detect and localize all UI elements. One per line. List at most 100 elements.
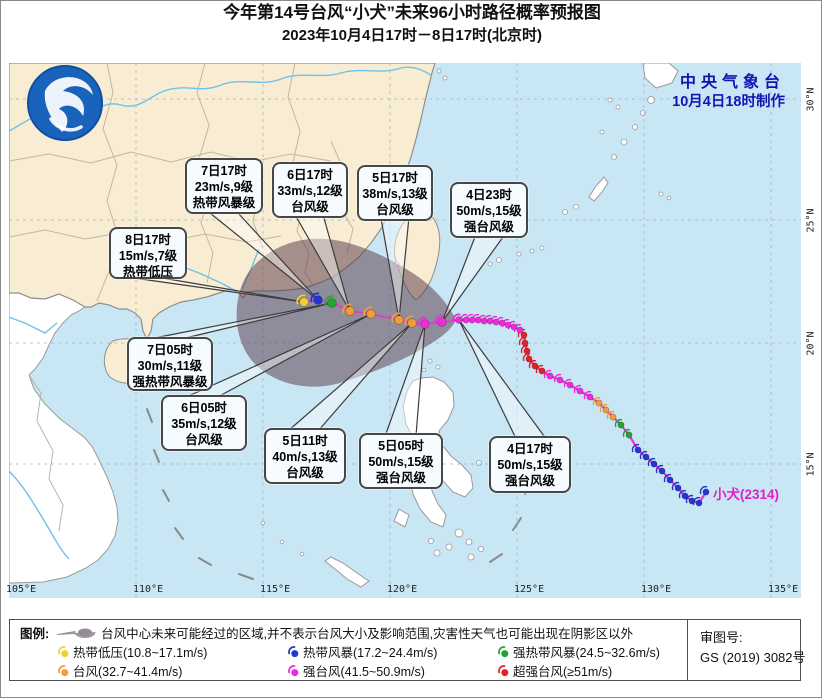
title-block: 今年第14号台风“小犬”未来96小时路径概率预报图 2023年10月4日17时－… xyxy=(1,1,822,47)
typhoon-symbol-tail xyxy=(324,295,334,306)
typhoon-symbol xyxy=(658,467,666,475)
hainan-island xyxy=(103,338,158,384)
typhoon-symbol xyxy=(681,492,689,500)
typhoon-symbol-tail xyxy=(614,418,623,428)
legend-item: 热带风暴(17.2~24.4m/s) xyxy=(288,642,498,661)
typhoon-symbol xyxy=(556,376,564,384)
kyushu-island xyxy=(642,63,679,89)
legend-item-label: 热带低压(10.8~17.1m/s) xyxy=(73,646,208,660)
typhoon-symbol xyxy=(345,306,355,316)
typhoon-symbol-tail xyxy=(296,294,306,305)
typhoon-symbol-tail xyxy=(631,443,640,453)
typhoon-symbol xyxy=(666,476,674,484)
legend-item-label: 强热带风暴(24.5~32.6m/s) xyxy=(513,646,660,660)
legend-item-label: 热带风暴(17.2~24.4m/s) xyxy=(303,646,438,660)
legend-item: 台风(32.7~41.4m/s) xyxy=(58,661,288,680)
legend-box: 图例: 台风中心未来可能经过的区域,并不表示台风大小及影响范围,灾害性天气也可能… xyxy=(9,619,806,681)
typhoon-symbol xyxy=(299,297,309,307)
typhoon-symbol-tail xyxy=(310,292,320,303)
typhoon-symbol xyxy=(546,372,554,380)
typhoon-symbol xyxy=(394,315,404,325)
legend-item-label: 超强台风(≥51m/s) xyxy=(513,665,613,679)
typhoon-symbol xyxy=(407,318,417,328)
typhoon-symbol xyxy=(462,316,470,324)
typhoon-symbol xyxy=(625,431,633,439)
typhoon-symbol-tail xyxy=(692,496,701,506)
legend-typhoon-icon xyxy=(498,664,509,676)
legend-item: 强热带风暴(24.5~32.6m/s) xyxy=(498,642,687,661)
lat-tick-label: 25°N xyxy=(805,207,817,233)
typhoon-symbol xyxy=(609,413,617,421)
typhoon-symbol-tail xyxy=(573,384,582,394)
typhoon-symbol xyxy=(642,453,650,461)
laos-border xyxy=(28,374,64,532)
typhoon-symbol-tail xyxy=(543,369,552,379)
page-subtitle: 2023年10月4日17时－8日17时(北京时) xyxy=(281,27,543,44)
typhoon-symbol-tail xyxy=(522,352,531,362)
legend-typhoon-icon xyxy=(58,645,69,657)
palawan-island xyxy=(324,556,370,588)
typhoon-symbol xyxy=(327,298,337,308)
mindoro-island xyxy=(393,508,410,528)
nine-dash-line xyxy=(146,408,532,580)
visayas-islands xyxy=(428,460,484,561)
approval-block: 审图号: GS (2019) 3082号 xyxy=(687,620,806,680)
typhoon-symbol-tail xyxy=(553,373,562,383)
lat-tick-wrap: 30°N xyxy=(799,81,822,117)
typhoon-symbol-tail xyxy=(592,396,601,406)
typhoon-symbol-tail xyxy=(599,403,608,413)
legend-typhoon-icon xyxy=(498,645,509,657)
typhoon-symbol xyxy=(634,446,642,454)
legend-row-note: 图例: 台风中心未来可能经过的区域,并不表示台风大小及影响范围,灾害性天气也可能… xyxy=(20,623,687,642)
typhoon-symbol-tail xyxy=(699,485,708,495)
storm-track xyxy=(296,292,710,507)
typhoon-symbol xyxy=(602,406,610,414)
lat-tick-label: 20°N xyxy=(805,330,817,356)
typhoon-symbol xyxy=(586,393,594,401)
typhoon-symbol-tail xyxy=(417,316,427,327)
typhoon-symbol-tail xyxy=(678,489,687,499)
typhoon-symbol xyxy=(531,362,539,370)
typhoon-symbol-tail xyxy=(685,494,694,504)
legend-typhoon-icon xyxy=(58,664,69,676)
typhoon-symbol-tail xyxy=(535,364,544,374)
lat-tick-label: 15°N xyxy=(805,451,817,477)
typhoon-symbol xyxy=(486,317,494,325)
typhoon-symbol xyxy=(525,355,533,363)
legend-typhoon-icon xyxy=(288,645,299,657)
typhoon-symbol-tail xyxy=(639,450,648,460)
typhoon-symbol xyxy=(523,347,531,355)
typhoon-symbol-tail xyxy=(391,312,401,323)
typhoon-symbol-tail xyxy=(528,359,537,369)
typhoon-symbol xyxy=(455,316,463,324)
callout-wedges xyxy=(133,212,546,438)
legend-typhoon-icon xyxy=(288,664,299,676)
cma-logo xyxy=(27,65,103,141)
typhoon-symbol xyxy=(510,323,518,331)
legend-row-2: 台风(32.7~41.4m/s) 强台风(41.5~50.9m/s) 超强台风(≥5… xyxy=(58,661,687,680)
legend-item: 强台风(41.5~50.9m/s) xyxy=(288,661,498,680)
typhoon-symbol-tail xyxy=(606,410,615,420)
typhoon-symbol-tail xyxy=(622,428,631,438)
typhoon-symbol xyxy=(674,484,682,492)
typhoon-symbol xyxy=(576,387,584,395)
typhoon-symbol xyxy=(617,421,625,429)
legend-note-text: 台风中心未来可能经过的区域,并不表示台风大小及影响范围,灾害性天气也可能出现在阴… xyxy=(101,627,634,641)
lat-tick-wrap: 20°N xyxy=(799,325,822,361)
cone-icon xyxy=(57,628,96,638)
legend-item: 热带低压(10.8~17.1m/s) xyxy=(58,642,288,661)
typhoon-symbol xyxy=(688,497,696,505)
legend-content: 图例: 台风中心未来可能经过的区域,并不表示台风大小及影响范围,灾害性天气也可能… xyxy=(10,620,687,680)
typhoon-symbol-tail xyxy=(452,313,461,323)
typhoon-symbol-tail xyxy=(520,344,529,354)
lat-tick-label: 30°N xyxy=(805,86,817,112)
legend-item-label: 台风(32.7~41.4m/s) xyxy=(73,665,183,679)
lat-tick-wrap: 15°N xyxy=(799,446,822,482)
typhoon-symbol-tail xyxy=(434,314,444,325)
legend-row-1: 热带低压(10.8~17.1m/s) 热带风暴(17.2~24.4m/s) 强热带风… xyxy=(58,642,687,661)
typhoon-symbol-tail xyxy=(404,315,414,326)
typhoon-symbol xyxy=(498,319,506,327)
typhoon-symbol xyxy=(480,317,488,325)
typhoon-symbol-tail xyxy=(583,390,592,400)
typhoon-symbol xyxy=(437,317,447,327)
